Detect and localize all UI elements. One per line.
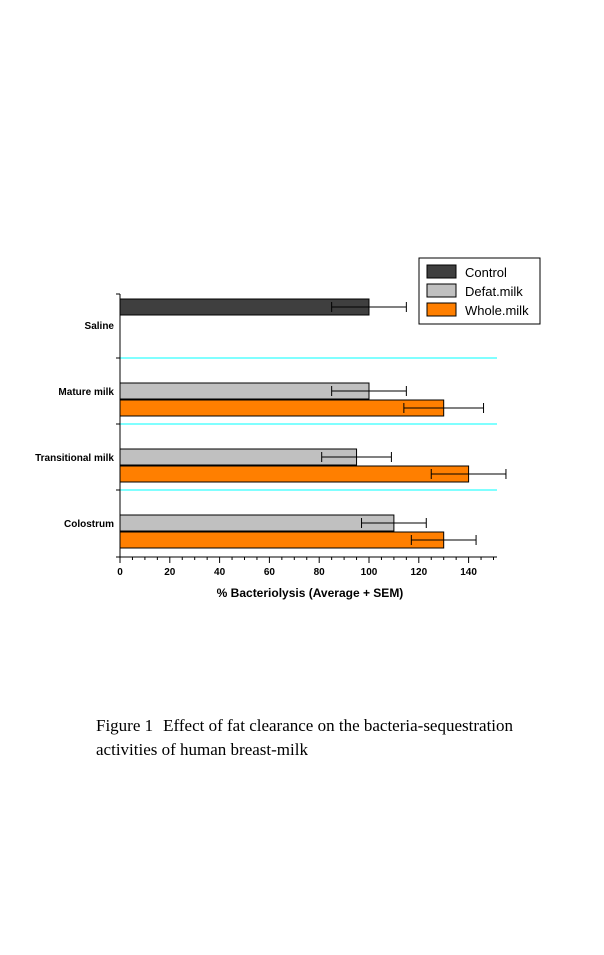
bar-mature-milk-whole-milk bbox=[119, 399, 445, 417]
bar-colostrum-defat-milk bbox=[119, 514, 395, 532]
x-tick-label: 20 bbox=[164, 567, 176, 578]
figure-caption: Figure 1 Effect of fat clearance on the b… bbox=[96, 714, 576, 762]
x-tick-label: 140 bbox=[460, 567, 477, 578]
legend: Control Defat.milk Whole.milk bbox=[418, 257, 541, 325]
error-bars-group bbox=[321, 302, 507, 545]
x-tick-label: 40 bbox=[214, 567, 226, 578]
x-tick-label: 120 bbox=[410, 567, 427, 578]
category-label-saline: Saline bbox=[85, 321, 115, 332]
x-axis-title: % Bacteriolysis (Average + SEM) bbox=[217, 586, 404, 600]
legend-label-whole-milk: Whole.milk bbox=[465, 303, 529, 318]
category-separators bbox=[120, 357, 497, 491]
category-label-colostrum: Colostrum bbox=[64, 519, 114, 530]
x-tick-label: 60 bbox=[264, 567, 276, 578]
caption-text: Effect of fat clearance on the bacteria-… bbox=[96, 716, 514, 759]
legend-swatch-control bbox=[426, 264, 457, 279]
bacteriolysis-chart: Saline Mature milk Transitional milk Colost… bbox=[35, 257, 541, 600]
legend-swatch-defat-milk bbox=[426, 283, 457, 298]
legend-label-defat-milk: Defat.milk bbox=[465, 284, 523, 299]
x-tick-label: 0 bbox=[117, 567, 123, 578]
category-label-transitional-milk: Transitional milk bbox=[35, 453, 114, 464]
bar-colostrum-whole-milk bbox=[119, 531, 445, 549]
legend-label-control: Control bbox=[465, 265, 507, 280]
bar-transitional-milk-whole-milk bbox=[119, 465, 470, 483]
figure-label: Figure 1 bbox=[96, 716, 154, 735]
axes-group bbox=[116, 293, 497, 558]
x-tick-label: 100 bbox=[361, 567, 378, 578]
x-ticks: 0 20 40 60 80 100 120 140 bbox=[117, 557, 494, 578]
x-tick-label: 80 bbox=[314, 567, 326, 578]
legend-swatch-whole-milk bbox=[426, 302, 457, 317]
category-label-mature-milk: Mature milk bbox=[58, 387, 114, 398]
category-labels: Saline Mature milk Transitional milk Colost… bbox=[35, 321, 114, 530]
bar-transitional-milk-defat-milk bbox=[119, 448, 358, 466]
